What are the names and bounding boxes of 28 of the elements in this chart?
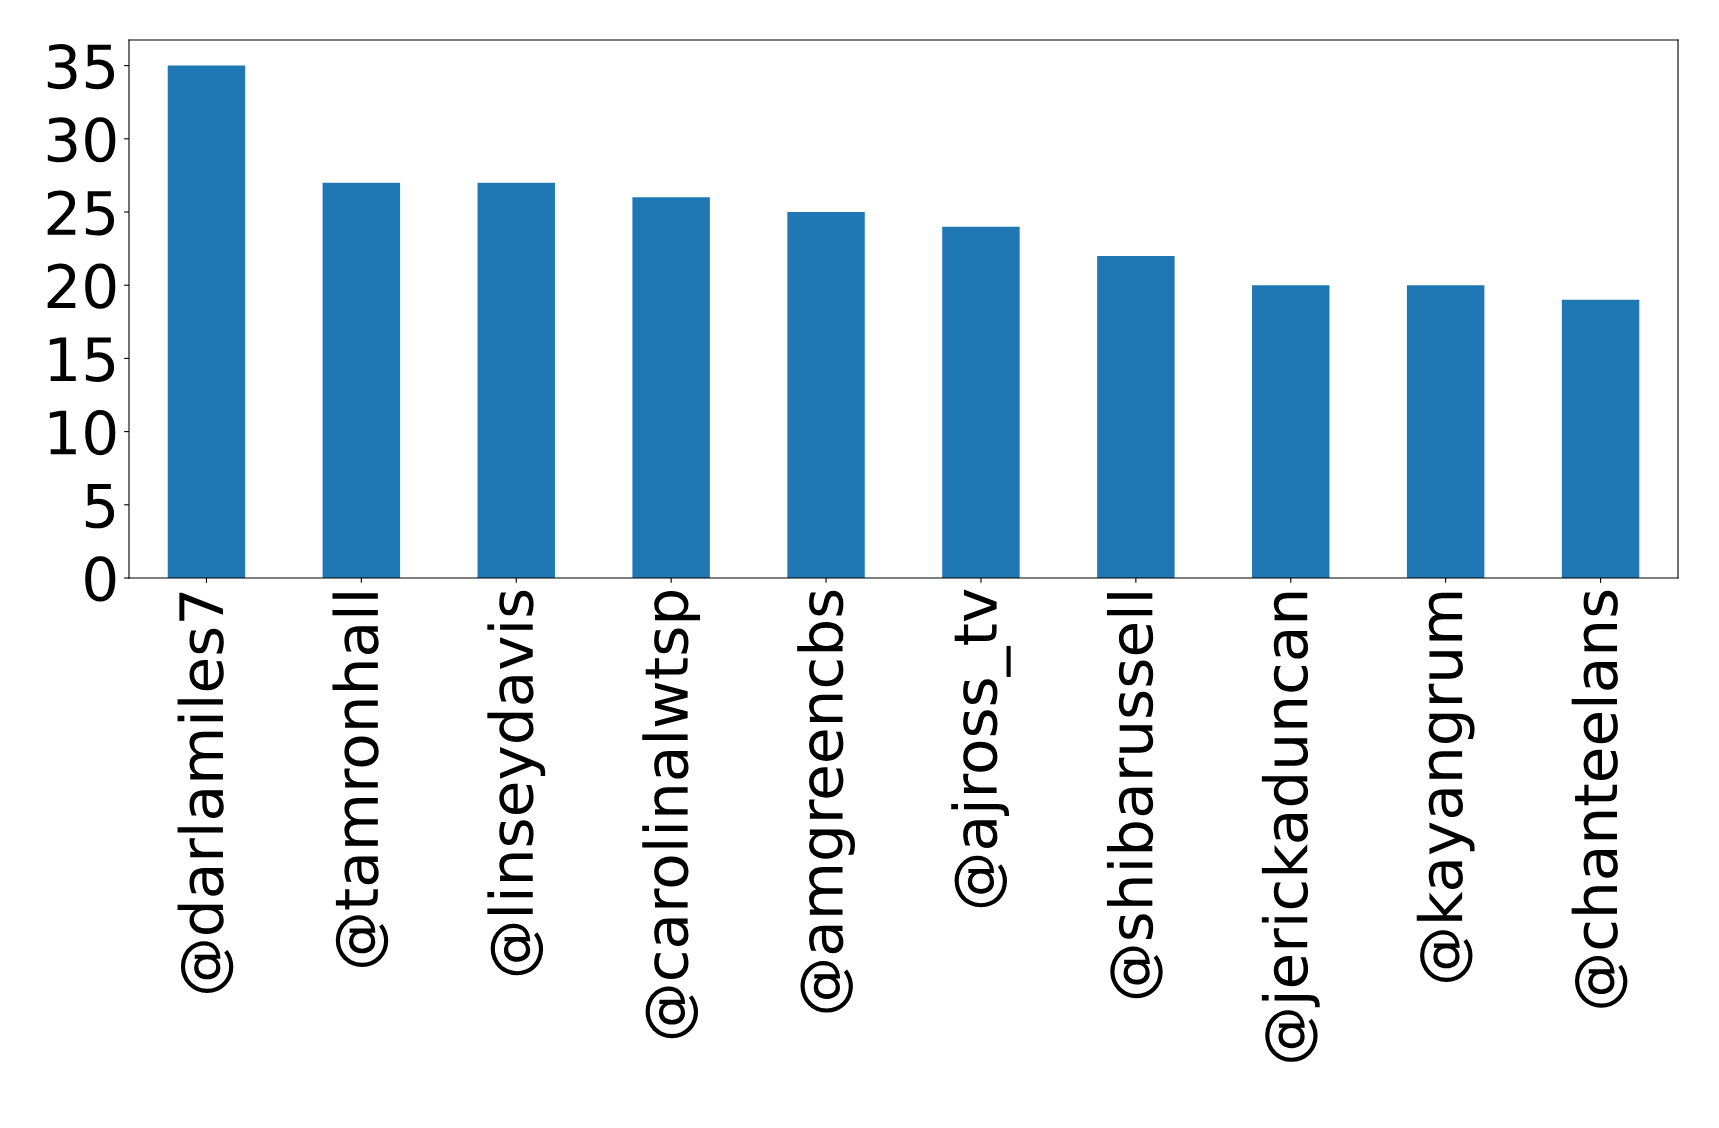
bar xyxy=(1252,285,1330,578)
bar xyxy=(787,212,865,578)
x-tick-label: @shibarussell xyxy=(1106,593,1163,999)
bar xyxy=(1406,285,1485,578)
x-tick-label: @jerickaduncan xyxy=(1261,592,1320,1062)
bar xyxy=(477,182,555,578)
bar xyxy=(1097,255,1175,578)
x-tick-label: @ajross_tv xyxy=(951,589,1011,908)
x-tick-label: @carolinalwtsp xyxy=(642,590,701,1039)
x-tick-label: @tamronhall xyxy=(332,593,389,967)
y-tick-label: 0 xyxy=(85,556,116,602)
y-tick-label: 35 xyxy=(47,43,115,90)
y-tick-label: 15 xyxy=(49,337,115,382)
bar xyxy=(942,226,1020,578)
x-tick-label: @amgreencbs xyxy=(797,590,855,1013)
bar xyxy=(167,65,246,578)
y-tick-label: 20 xyxy=(47,263,116,309)
y-tick-label: 5 xyxy=(85,483,115,529)
x-tick-label: @kayangrum xyxy=(1416,592,1475,982)
bar xyxy=(632,197,710,578)
x-tick-label: @chanteelans xyxy=(1571,590,1628,1008)
y-tick-label: 30 xyxy=(47,117,116,163)
x-tick-label: @linseydavis xyxy=(487,590,546,976)
x-tick-label: @darlamiles7 xyxy=(177,592,234,993)
y-tick-label: 25 xyxy=(47,190,115,236)
y-tick-label: 10 xyxy=(49,409,116,456)
bar xyxy=(322,182,401,578)
bar xyxy=(1561,299,1640,578)
